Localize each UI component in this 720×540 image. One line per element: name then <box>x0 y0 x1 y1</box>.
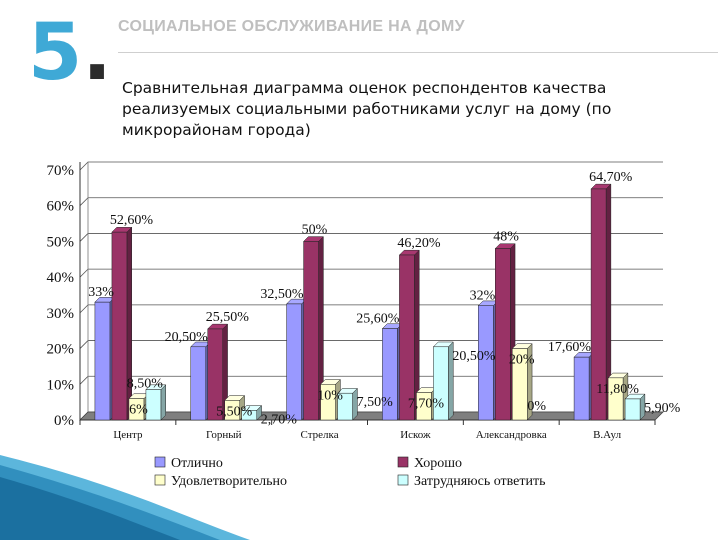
decorative-wave <box>0 455 250 540</box>
x-category-label: Искож <box>400 429 431 441</box>
y-tick-label: 50% <box>47 234 75 250</box>
bar <box>207 328 223 421</box>
data-label: 10% <box>317 388 343 403</box>
chart-subtitle: Сравнительная диаграмма оценок респонден… <box>122 79 612 139</box>
data-label: 25,60% <box>356 312 400 327</box>
bar <box>286 303 302 421</box>
bar <box>399 254 415 421</box>
bar <box>590 188 607 421</box>
data-label: 50% <box>302 222 328 237</box>
title-divider <box>118 52 718 53</box>
bar <box>320 384 336 421</box>
x-category-label: Александровка <box>476 429 547 441</box>
data-label: 20,50% <box>452 349 496 364</box>
legend-swatch <box>397 474 409 486</box>
legend-label: Хорошо <box>414 456 462 471</box>
bar <box>303 241 319 421</box>
bar <box>624 398 641 421</box>
data-label: 33% <box>88 285 114 300</box>
bar <box>607 377 624 421</box>
data-label: 25,50% <box>206 310 250 325</box>
y-tick-label: 40% <box>47 270 75 286</box>
x-category-label: Горный <box>206 429 242 441</box>
legend-swatch <box>154 474 166 486</box>
legend-label: Отлично <box>171 456 223 471</box>
y-tick-label: 10% <box>47 377 75 393</box>
slide-number: 5. <box>28 8 112 98</box>
data-label: 0% <box>527 399 546 414</box>
data-label: 2,70% <box>261 412 298 427</box>
data-label: 7,70% <box>408 397 445 412</box>
legend-swatch <box>154 456 166 468</box>
data-label: 5,50% <box>216 404 253 419</box>
data-label: 20% <box>509 353 535 368</box>
x-category-label: Центр <box>113 429 143 441</box>
bar <box>128 398 145 421</box>
y-tick-label: 70% <box>47 163 75 179</box>
data-label: 48% <box>493 230 519 245</box>
bar <box>145 389 162 421</box>
data-label: 20,50% <box>165 330 209 345</box>
data-label: 7,50% <box>357 395 394 410</box>
y-tick-label: 0% <box>54 413 74 429</box>
bar <box>190 346 206 421</box>
bar <box>382 328 398 421</box>
bar <box>111 231 128 421</box>
data-label: 11,80% <box>596 382 639 397</box>
legend-label: Удовлетворительно <box>171 474 287 489</box>
data-label: 32,50% <box>260 287 304 302</box>
data-label: 52,60% <box>110 213 153 228</box>
bar <box>337 392 353 421</box>
data-label: 8,50% <box>127 377 164 392</box>
bar <box>94 301 111 421</box>
legend-label: Затрудняюсь ответить <box>414 474 546 489</box>
bar <box>512 348 528 421</box>
data-label: 5,90% <box>644 401 681 416</box>
data-label: 32% <box>470 289 496 304</box>
y-tick-label: 60% <box>47 199 75 215</box>
bar <box>433 346 449 421</box>
x-category-label: Стрелка <box>301 429 339 441</box>
bar <box>573 356 590 421</box>
y-tick-label: 20% <box>47 342 75 358</box>
y-tick-label: 30% <box>47 306 75 322</box>
data-label: 64,70% <box>589 170 633 185</box>
data-label: 17,60% <box>548 340 592 355</box>
bar <box>224 400 240 421</box>
section-title: СОЦИАЛЬНОЕ ОБСЛУЖИВАНИЕ НА ДОМУ <box>118 18 465 35</box>
x-category-label: В.Аул <box>593 429 621 441</box>
bar <box>478 305 494 421</box>
data-label: 46,20% <box>397 236 441 251</box>
data-label: 6% <box>129 403 148 418</box>
bar <box>495 248 511 421</box>
legend-swatch <box>397 456 409 468</box>
bar <box>416 392 432 421</box>
bar <box>241 410 257 421</box>
